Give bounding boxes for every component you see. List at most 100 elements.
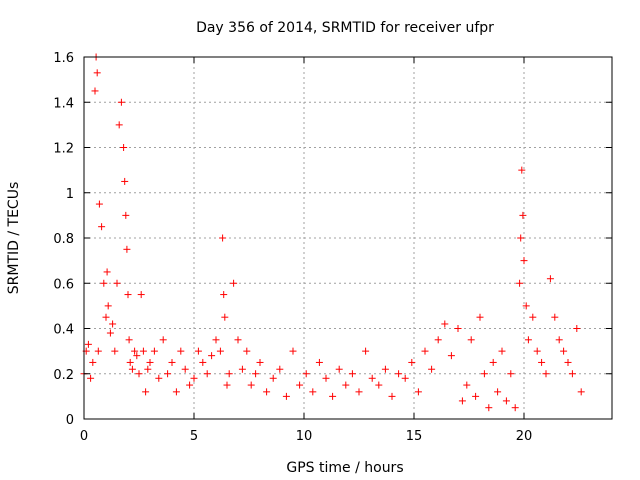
y-tick-label: 1.4: [53, 96, 74, 111]
data-point: [123, 245, 131, 253]
data-point: [463, 381, 471, 389]
data-point: [144, 365, 152, 373]
data-point: [342, 381, 350, 389]
data-point: [220, 291, 228, 299]
data-point: [135, 370, 143, 378]
y-tick-label: 0.6: [53, 277, 74, 292]
data-point: [489, 358, 497, 366]
data-point: [168, 358, 176, 366]
data-point: [568, 370, 576, 378]
data-point: [348, 370, 356, 378]
data-point: [91, 87, 99, 95]
y-axis-label: SRMTID / TECUs: [6, 182, 22, 295]
data-point: [243, 347, 251, 355]
data-point: [155, 374, 163, 382]
data-point: [100, 279, 108, 287]
data-point: [117, 98, 125, 106]
data-point: [577, 388, 585, 396]
data-point: [216, 347, 224, 355]
data-point: [511, 404, 519, 412]
data-point: [95, 200, 103, 208]
data-point: [502, 397, 510, 405]
data-point: [282, 392, 290, 400]
x-axis-label: GPS time / hours: [286, 460, 403, 476]
data-point: [263, 388, 271, 396]
data-point: [106, 329, 114, 337]
y-tick-label: 1.6: [53, 51, 74, 66]
data-point: [517, 234, 525, 242]
data-point: [142, 388, 150, 396]
y-tick-label: 0.2: [53, 368, 74, 383]
data-point: [177, 347, 185, 355]
data-point: [315, 358, 323, 366]
data-point: [454, 325, 462, 332]
data-point: [113, 279, 121, 287]
data-point: [120, 144, 128, 151]
data-point: [230, 279, 238, 287]
data-point: [172, 388, 180, 396]
data-point: [208, 352, 216, 360]
axes: 0 0.2 0.4 0.6 0.8 1 1.2 1.4 1.6 0 5 10 15 20: [53, 51, 613, 444]
data-point: [87, 374, 95, 382]
data-point: [122, 211, 130, 219]
data-point: [247, 381, 255, 389]
data-point: [467, 336, 475, 344]
x-tick-label: 10: [296, 429, 313, 444]
data-point: [252, 370, 260, 378]
data-point: [519, 211, 527, 219]
data-point: [181, 365, 189, 373]
data-point: [362, 347, 370, 355]
data-point: [203, 370, 211, 378]
data-point: [375, 381, 383, 389]
data-point: [309, 388, 317, 396]
x-tick-label: 15: [406, 429, 423, 444]
data-points: [80, 53, 585, 412]
data-point: [137, 291, 145, 299]
data-point: [428, 365, 436, 373]
y-tick-label: 0.8: [53, 232, 74, 247]
data-point: [447, 352, 455, 360]
data-point: [146, 358, 154, 366]
data-point: [93, 69, 101, 77]
data-point: [538, 358, 546, 366]
data-point: [546, 275, 554, 283]
data-point: [104, 302, 112, 310]
plot-frame: [83, 56, 613, 420]
y-tick-label: 1.2: [53, 142, 74, 157]
data-point: [335, 365, 343, 373]
data-point: [551, 313, 559, 321]
data-point: [480, 370, 488, 378]
data-point: [458, 397, 466, 405]
data-point: [111, 347, 119, 355]
data-point: [124, 291, 132, 299]
data-point: [573, 325, 581, 332]
y-tick-label: 1: [66, 187, 74, 202]
data-point: [421, 347, 429, 355]
data-point: [516, 279, 524, 287]
data-point: [529, 313, 537, 321]
data-point: [494, 388, 502, 396]
data-point: [414, 388, 422, 396]
data-point: [186, 381, 194, 389]
data-point: [164, 370, 172, 378]
data-point: [256, 358, 264, 366]
data-point: [401, 374, 409, 382]
data-point: [150, 347, 158, 355]
data-point: [190, 374, 198, 382]
data-point: [296, 381, 304, 389]
data-point: [115, 121, 123, 129]
data-point: [564, 358, 572, 366]
data-point: [560, 347, 568, 355]
data-point: [524, 336, 532, 344]
data-point: [276, 365, 284, 373]
data-point: [194, 347, 202, 355]
data-point: [89, 358, 97, 366]
x-tick-label: 20: [516, 429, 533, 444]
data-point: [221, 313, 229, 321]
data-point: [395, 370, 403, 378]
data-point: [109, 320, 117, 328]
data-point: [94, 347, 102, 355]
data-point: [289, 347, 297, 355]
data-point: [434, 336, 442, 344]
data-point: [84, 340, 92, 348]
